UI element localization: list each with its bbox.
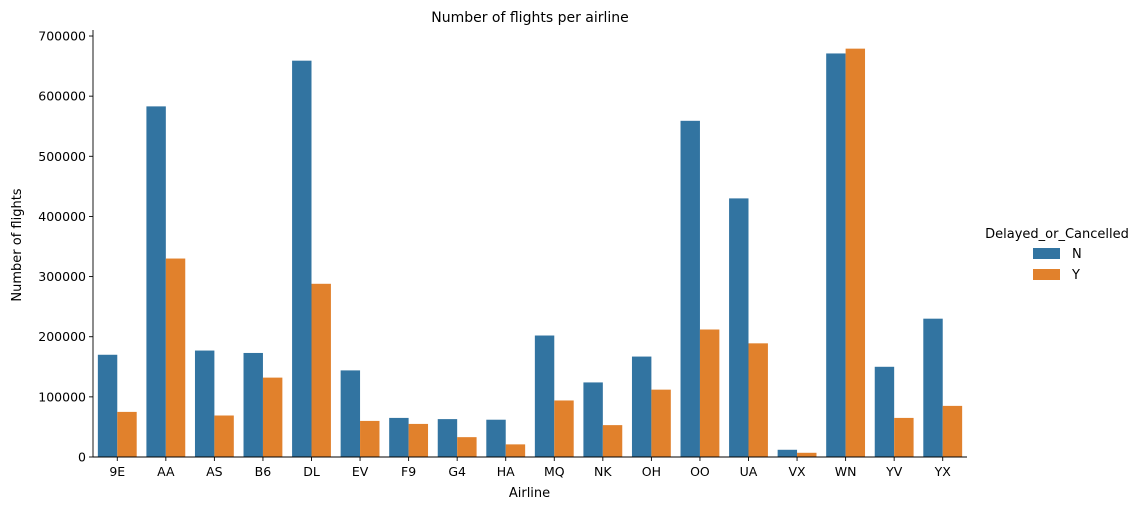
- y-axis-label: Number of flights: [10, 188, 25, 301]
- bar-AA-N: [146, 106, 166, 457]
- bar-HA-Y: [505, 444, 526, 457]
- bar-B6-N: [243, 352, 263, 457]
- legend-label-N: N: [1072, 247, 1082, 262]
- y-axis: 0 100000 200000 300000 400000 500000 600000 700…: [38, 29, 94, 465]
- bar-OH-Y: [651, 389, 671, 457]
- x-tick-label: B6: [255, 464, 272, 479]
- chart-title: Number of flights per airline: [431, 10, 629, 26]
- x-tick-label: OO: [690, 464, 710, 479]
- bar-9E-N: [97, 354, 118, 457]
- bar-VX-Y: [797, 452, 817, 457]
- legend-swatch-Y: [1033, 269, 1060, 280]
- x-tick-label: YX: [934, 464, 952, 479]
- bar-MQ-Y: [554, 400, 574, 457]
- x-tick-label: NK: [594, 464, 612, 479]
- bar-YX-N: [923, 318, 943, 457]
- bar-WN-N: [826, 53, 846, 458]
- bar-YX-Y: [942, 405, 963, 457]
- y-tick-label: 400000: [38, 209, 86, 224]
- x-tick-label: YV: [885, 464, 903, 479]
- x-tick-label: UA: [740, 464, 758, 479]
- x-tick-label: F9: [401, 464, 416, 479]
- bar-G4-N: [437, 419, 458, 457]
- y-tick-label: 200000: [38, 329, 86, 344]
- bar-9E-Y: [117, 411, 137, 457]
- bar-AA-Y: [165, 258, 186, 457]
- bar-OH-N: [631, 356, 652, 457]
- bar-EV-N: [340, 370, 361, 457]
- bar-DL-Y: [311, 283, 331, 457]
- bar-DL-N: [292, 60, 312, 458]
- bar-OO-N: [680, 120, 700, 457]
- bar-VX-N: [777, 449, 798, 457]
- x-axis: 9E AA AS B6 DL EV F9 G4 HA MQ NK OH OO UA VX WN YV YX: [93, 456, 967, 479]
- bar-F9-Y: [408, 423, 429, 457]
- bar-G4-Y: [457, 437, 477, 457]
- bar-AS-Y: [214, 415, 234, 457]
- bar-HA-N: [486, 419, 506, 457]
- x-tick-label: MQ: [544, 464, 565, 479]
- x-tick-label: HA: [497, 464, 515, 479]
- bar-EV-Y: [360, 420, 380, 457]
- bar-NK-Y: [602, 425, 623, 457]
- bars-group: [97, 48, 963, 458]
- x-tick-label: G4: [448, 464, 466, 479]
- y-tick-label: 100000: [38, 389, 86, 404]
- bar-UA-N: [729, 198, 749, 458]
- bar-WN-Y: [845, 48, 866, 457]
- x-axis-label: Airline: [509, 486, 550, 501]
- y-tick-label: 300000: [38, 269, 86, 284]
- bar-OO-Y: [699, 329, 720, 457]
- y-tick-label: 500000: [38, 149, 86, 164]
- bar-UA-Y: [748, 343, 768, 457]
- bar-NK-N: [583, 382, 603, 457]
- bar-MQ-N: [534, 335, 555, 457]
- bar-YV-N: [874, 366, 895, 457]
- legend-label-Y: Y: [1071, 268, 1080, 283]
- x-tick-label: AS: [206, 464, 223, 479]
- bar-AS-N: [194, 350, 215, 457]
- x-tick-label: EV: [352, 464, 369, 479]
- bar-B6-Y: [262, 377, 283, 457]
- x-tick-label: OH: [642, 464, 661, 479]
- x-tick-label: 9E: [109, 464, 125, 479]
- legend: Delayed_or_Cancelled NY: [985, 227, 1129, 283]
- y-tick-label: 600000: [38, 89, 86, 104]
- x-tick-label: AA: [157, 464, 175, 479]
- x-tick-label: VX: [788, 464, 806, 479]
- x-tick-label: WN: [835, 464, 857, 479]
- legend-swatch-N: [1033, 248, 1060, 259]
- x-tick-label: DL: [303, 464, 320, 479]
- bar-F9-N: [389, 417, 409, 457]
- y-tick-label: 700000: [38, 29, 86, 44]
- legend-title: Delayed_or_Cancelled: [985, 227, 1129, 242]
- y-tick-label: 0: [78, 450, 86, 465]
- bar-YV-Y: [894, 417, 914, 457]
